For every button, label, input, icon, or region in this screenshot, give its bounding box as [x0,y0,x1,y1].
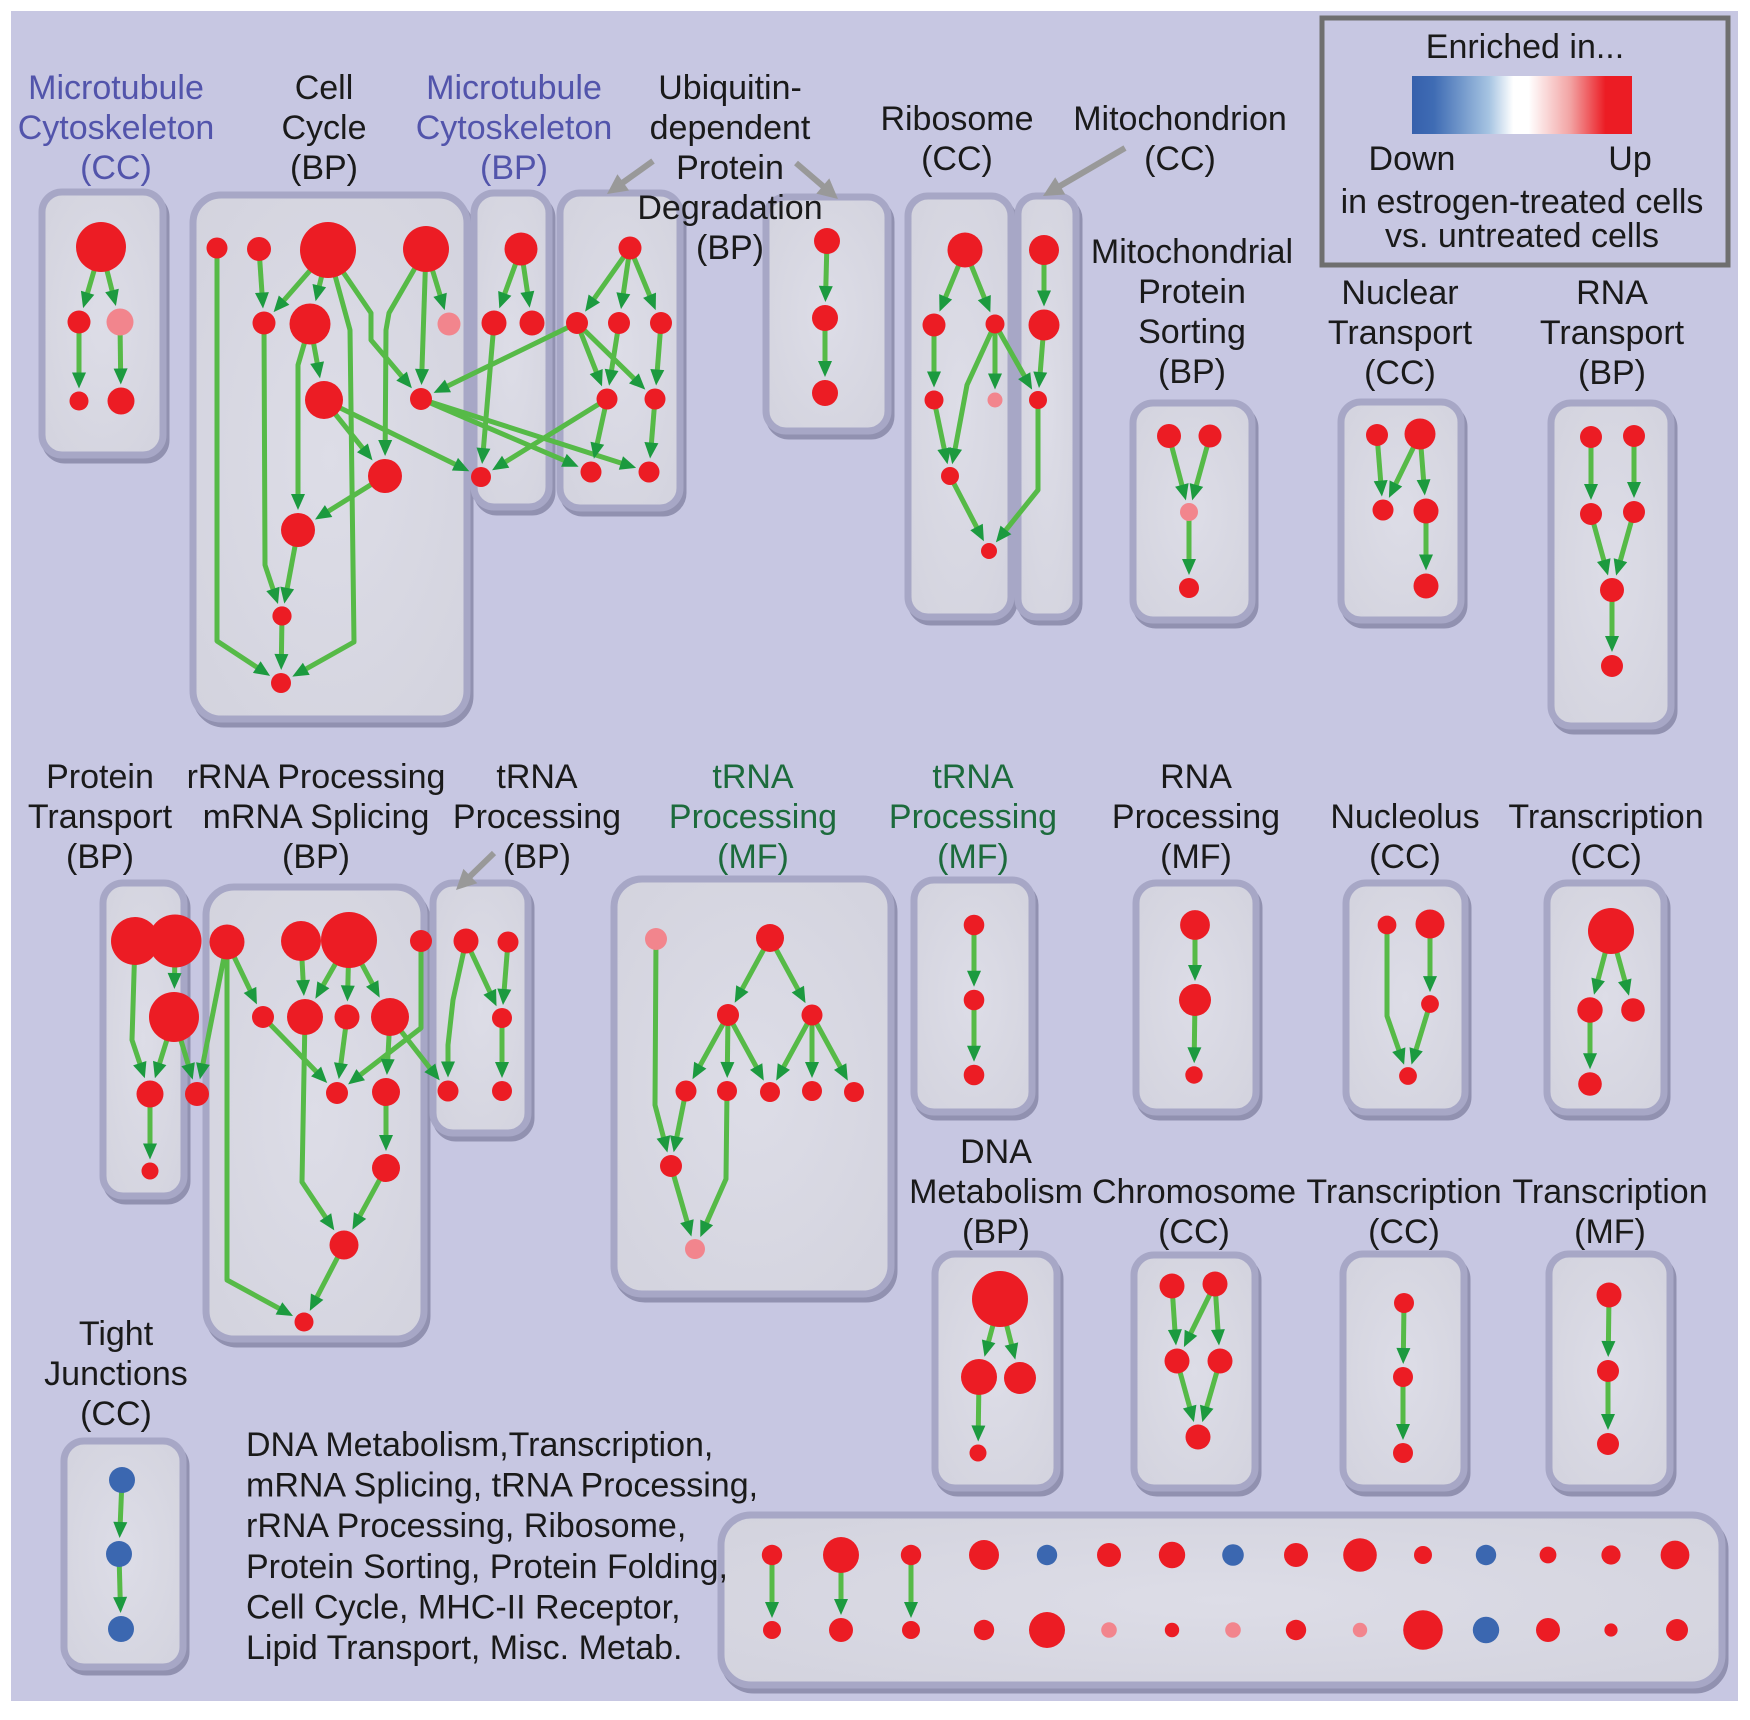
svg-text:(CC): (CC) [1368,1213,1440,1251]
svg-text:(CC): (CC) [1364,354,1436,392]
svg-text:Processing: Processing [669,798,837,836]
svg-text:DNA Metabolism,Transcription,: DNA Metabolism,Transcription, [246,1426,713,1464]
svg-text:Cytoskeleton: Cytoskeleton [416,109,613,147]
svg-text:(BP): (BP) [1158,353,1226,391]
svg-text:Transport: Transport [1540,314,1685,352]
svg-text:Nucleolus: Nucleolus [1330,798,1479,836]
svg-text:Transcription: Transcription [1306,1173,1501,1211]
svg-text:Transport: Transport [28,798,173,836]
svg-text:Cell Cycle, MHC-II Receptor,: Cell Cycle, MHC-II Receptor, [246,1588,681,1626]
svg-text:Processing: Processing [453,798,621,836]
svg-text:DNA: DNA [960,1133,1032,1171]
svg-text:Enriched in...: Enriched in... [1426,28,1624,66]
svg-text:(BP): (BP) [696,229,764,267]
svg-text:Transport: Transport [1328,314,1473,352]
svg-text:Chromosome: Chromosome [1092,1173,1296,1211]
svg-text:(CC): (CC) [1570,838,1642,876]
svg-text:Tight: Tight [79,1315,154,1353]
svg-text:(BP): (BP) [503,838,571,876]
svg-text:Processing: Processing [1112,798,1280,836]
svg-text:Lipid Transport, Misc. Metab.: Lipid Transport, Misc. Metab. [246,1629,683,1667]
svg-text:(CC): (CC) [1158,1213,1230,1251]
svg-text:(MF): (MF) [1160,838,1232,876]
svg-text:(MF): (MF) [1574,1213,1646,1251]
svg-text:(BP): (BP) [290,149,358,187]
svg-text:mRNA Splicing: mRNA Splicing [203,798,430,836]
svg-text:(BP): (BP) [282,838,350,876]
svg-text:Metabolism: Metabolism [909,1173,1083,1211]
svg-text:Mitochondrion: Mitochondrion [1073,100,1287,138]
svg-text:Protein Sorting, Protein Foldi: Protein Sorting, Protein Folding, [246,1548,728,1586]
svg-text:Mitochondrial: Mitochondrial [1091,233,1293,271]
svg-text:(MF): (MF) [717,838,789,876]
svg-text:Down: Down [1369,140,1456,178]
svg-text:Ubiquitin-: Ubiquitin- [658,69,802,107]
svg-text:Microtubule: Microtubule [28,69,204,107]
svg-text:Up: Up [1608,140,1651,178]
svg-text:in estrogen-treated cells: in estrogen-treated cells [1341,183,1704,221]
svg-text:rRNA Processing, Ribosome,: rRNA Processing, Ribosome, [246,1507,686,1545]
svg-text:Transcription: Transcription [1512,1173,1707,1211]
svg-text:RNA: RNA [1576,274,1648,312]
svg-text:Cell: Cell [295,69,354,107]
svg-text:(BP): (BP) [1578,354,1646,392]
svg-text:tRNA: tRNA [496,758,578,796]
svg-text:Transcription: Transcription [1508,798,1703,836]
svg-text:vs. untreated cells: vs. untreated cells [1385,217,1659,255]
svg-text:(CC): (CC) [921,140,993,178]
svg-text:(BP): (BP) [962,1213,1030,1251]
svg-text:Protein: Protein [1138,273,1246,311]
svg-text:(CC): (CC) [80,149,152,187]
svg-text:(BP): (BP) [66,838,134,876]
svg-text:(CC): (CC) [1144,140,1216,178]
svg-text:Cycle: Cycle [281,109,366,147]
svg-text:Cytoskeleton: Cytoskeleton [18,109,215,147]
svg-text:Ribosome: Ribosome [880,100,1033,138]
svg-text:Processing: Processing [889,798,1057,836]
svg-text:(CC): (CC) [80,1395,152,1433]
svg-text:tRNA: tRNA [712,758,794,796]
svg-text:mRNA Splicing, tRNA Processing: mRNA Splicing, tRNA Processing, [246,1467,758,1505]
svg-text:Protein: Protein [676,149,784,187]
svg-text:(CC): (CC) [1369,838,1441,876]
svg-text:(BP): (BP) [480,149,548,187]
svg-text:(MF): (MF) [937,838,1009,876]
svg-text:dependent: dependent [650,109,811,147]
svg-text:tRNA: tRNA [932,758,1014,796]
svg-text:Sorting: Sorting [1138,313,1246,351]
svg-text:Junctions: Junctions [44,1355,188,1393]
svg-text:Microtubule: Microtubule [426,69,602,107]
svg-text:RNA: RNA [1160,758,1232,796]
svg-text:Protein: Protein [46,758,154,796]
svg-text:rRNA Processing: rRNA Processing [187,758,446,796]
svg-text:Degradation: Degradation [637,189,822,227]
svg-text:Nuclear: Nuclear [1341,274,1458,312]
